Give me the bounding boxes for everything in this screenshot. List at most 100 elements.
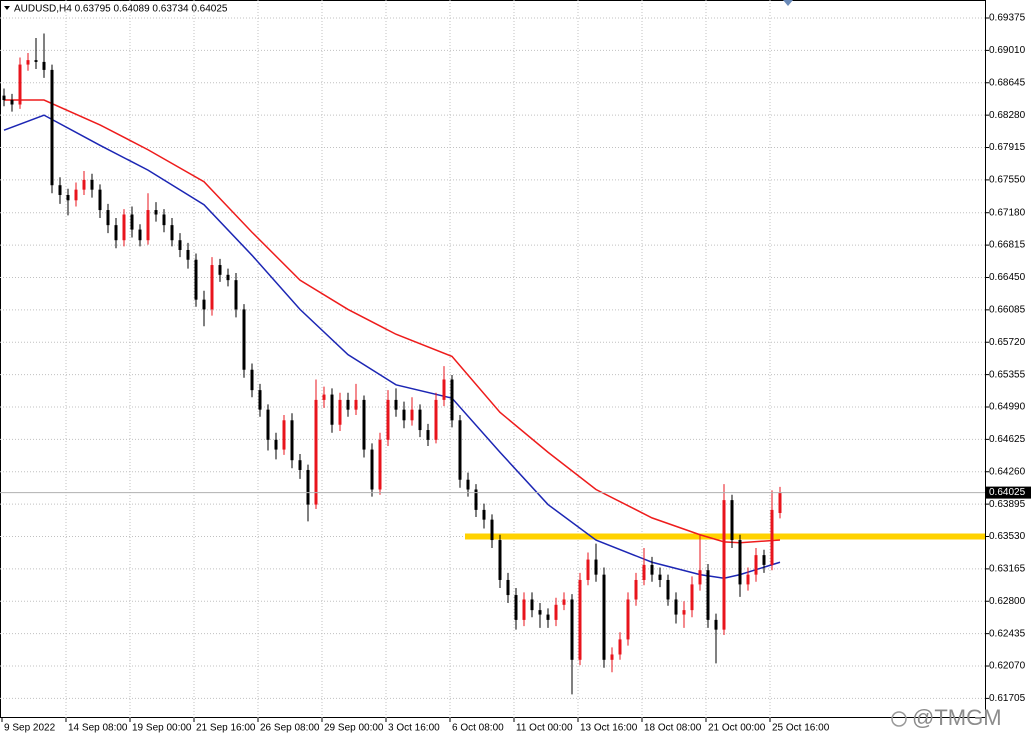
candle-body <box>634 579 638 600</box>
candle-body <box>322 394 326 400</box>
x-tick-label: 29 Sep 00:00 <box>324 723 384 734</box>
candle-body <box>458 420 462 480</box>
candle-body <box>690 584 694 611</box>
candle-body <box>570 599 574 660</box>
y-tick-label: 0.62070 <box>989 661 1026 672</box>
y-tick-label: 0.68645 <box>989 77 1026 88</box>
candle-body <box>410 409 414 421</box>
watermark-logo <box>891 711 907 727</box>
candle-body <box>274 439 278 450</box>
candle-body <box>258 390 262 410</box>
candle-body <box>378 439 382 490</box>
candle-body <box>682 610 686 615</box>
candle-body <box>194 259 198 300</box>
candle-body <box>618 639 622 655</box>
candle-body <box>122 214 126 241</box>
candle-body <box>266 409 270 440</box>
candle-body <box>50 69 54 186</box>
candle-body <box>770 509 774 565</box>
candle-body <box>658 574 662 580</box>
candle-body <box>338 399 342 425</box>
candle-body <box>178 240 182 250</box>
x-tick-label: 9 Sep 2022 <box>4 723 56 734</box>
candle-body <box>530 599 534 611</box>
x-tick-label: 19 Sep 00:00 <box>132 723 192 734</box>
candle-body <box>490 519 494 541</box>
candle-body <box>346 399 350 410</box>
candle-body <box>154 210 158 215</box>
candle-body <box>138 229 142 241</box>
candle-body <box>90 179 94 190</box>
candle-body <box>482 509 486 520</box>
candle-body <box>626 599 630 640</box>
candle-body <box>730 500 734 541</box>
candle-body <box>74 189 78 201</box>
watermark: @TMGM <box>912 705 1002 730</box>
candle-body <box>546 614 550 620</box>
candle-body <box>42 61 46 70</box>
candle-body <box>66 194 70 201</box>
candle-body <box>250 369 254 391</box>
candle-body <box>26 60 30 65</box>
candle-body <box>738 540 742 585</box>
candle-body <box>610 654 614 660</box>
y-tick-label: 0.62800 <box>989 596 1026 607</box>
y-tick-label: 0.67550 <box>989 175 1026 186</box>
candle-body <box>202 299 206 310</box>
plot-frame <box>0 0 986 718</box>
candle-body <box>146 210 150 241</box>
candle-body <box>82 179 86 190</box>
y-tick-label: 0.65720 <box>989 337 1026 348</box>
candle-body <box>594 559 598 575</box>
candle-body <box>554 604 558 620</box>
candle-body <box>18 64 22 105</box>
x-tick-label: 3 Oct 16:00 <box>388 723 440 734</box>
candle-body <box>330 394 334 425</box>
candle-body <box>706 570 710 620</box>
candle-body <box>498 540 502 580</box>
y-tick-label: 0.67180 <box>989 207 1026 218</box>
y-tick-label: 0.61705 <box>989 693 1026 704</box>
candle-body <box>306 469 310 505</box>
candle-body <box>466 479 470 490</box>
candle-body <box>642 564 646 580</box>
candle-body <box>698 570 702 585</box>
candle-body <box>666 579 670 600</box>
candle-body <box>218 265 222 275</box>
candle-body <box>674 599 678 615</box>
y-tick-label: 0.66085 <box>989 304 1026 315</box>
y-tick-label: 0.64260 <box>989 466 1026 477</box>
candle-body <box>226 274 230 281</box>
candle-body <box>386 399 390 440</box>
candle-body <box>426 430 430 440</box>
candle-body <box>234 280 238 310</box>
candle-body <box>282 420 286 450</box>
menu-arrow <box>4 6 10 10</box>
x-tick-label: 11 Oct 00:00 <box>516 723 573 734</box>
candle-body <box>354 399 358 410</box>
y-tick-label: 0.65355 <box>989 369 1026 380</box>
candle-body <box>290 420 294 461</box>
candle-body <box>362 399 366 450</box>
candle-body <box>418 409 422 431</box>
x-tick-label: 6 Oct 08:00 <box>452 723 504 734</box>
candle-body <box>722 500 726 630</box>
candle-body <box>762 555 766 565</box>
y-tick-label: 0.66815 <box>989 240 1026 251</box>
x-tick-label: 13 Oct 16:00 <box>580 723 638 734</box>
candle-body <box>514 595 518 620</box>
candle-body <box>106 210 110 226</box>
candle-body <box>210 265 214 310</box>
candle-body <box>186 249 190 260</box>
last-price-box <box>985 486 1031 499</box>
y-tick-label: 0.68280 <box>989 110 1026 121</box>
x-tick-label: 25 Oct 16:00 <box>772 723 830 734</box>
candle-body <box>714 619 718 630</box>
candle-body <box>754 555 758 575</box>
candle-body <box>402 409 406 421</box>
candle-body <box>450 379 454 421</box>
candle-body <box>34 60 38 62</box>
x-tick-label: 21 Oct 00:00 <box>708 723 766 734</box>
candle-body <box>602 574 606 660</box>
